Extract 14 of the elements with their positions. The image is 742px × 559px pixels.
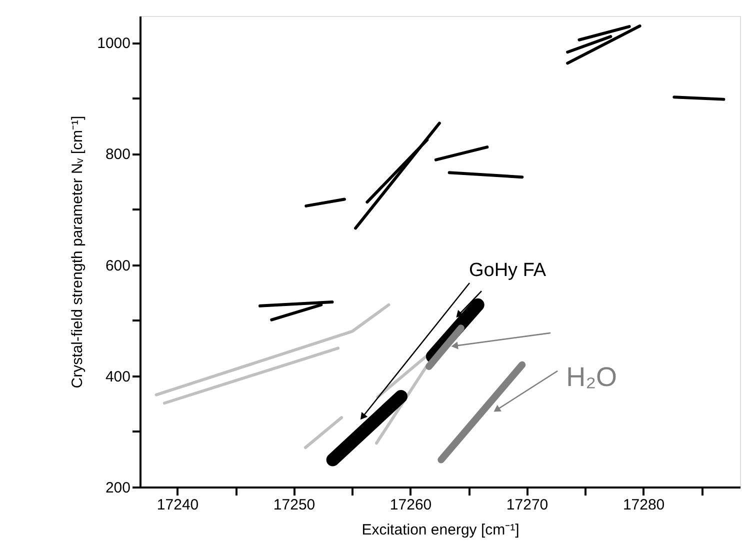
- x-tick-label: 17260: [390, 496, 432, 514]
- x-axis-title: Excitation energy [cm⁻¹]: [362, 522, 520, 538]
- x-tick-label: 17240: [156, 496, 199, 514]
- y-tick-label: 1000: [97, 35, 130, 52]
- y-axis-title: Crystal-field strength parameter Nᵥ [cm⁻¹]: [69, 116, 86, 388]
- y-tick-label: 600: [105, 257, 130, 274]
- y-tick-label: 400: [105, 368, 130, 386]
- y-tick-label: 800: [105, 146, 130, 164]
- annotation: H₂O: [566, 362, 618, 392]
- x-tick-label: 17280: [622, 496, 665, 514]
- y-tick-label: 200: [105, 480, 130, 496]
- x-tick-label: 17270: [506, 496, 548, 514]
- x-tick-label: 17250: [273, 496, 316, 514]
- annotation: GoHy FA: [468, 260, 546, 282]
